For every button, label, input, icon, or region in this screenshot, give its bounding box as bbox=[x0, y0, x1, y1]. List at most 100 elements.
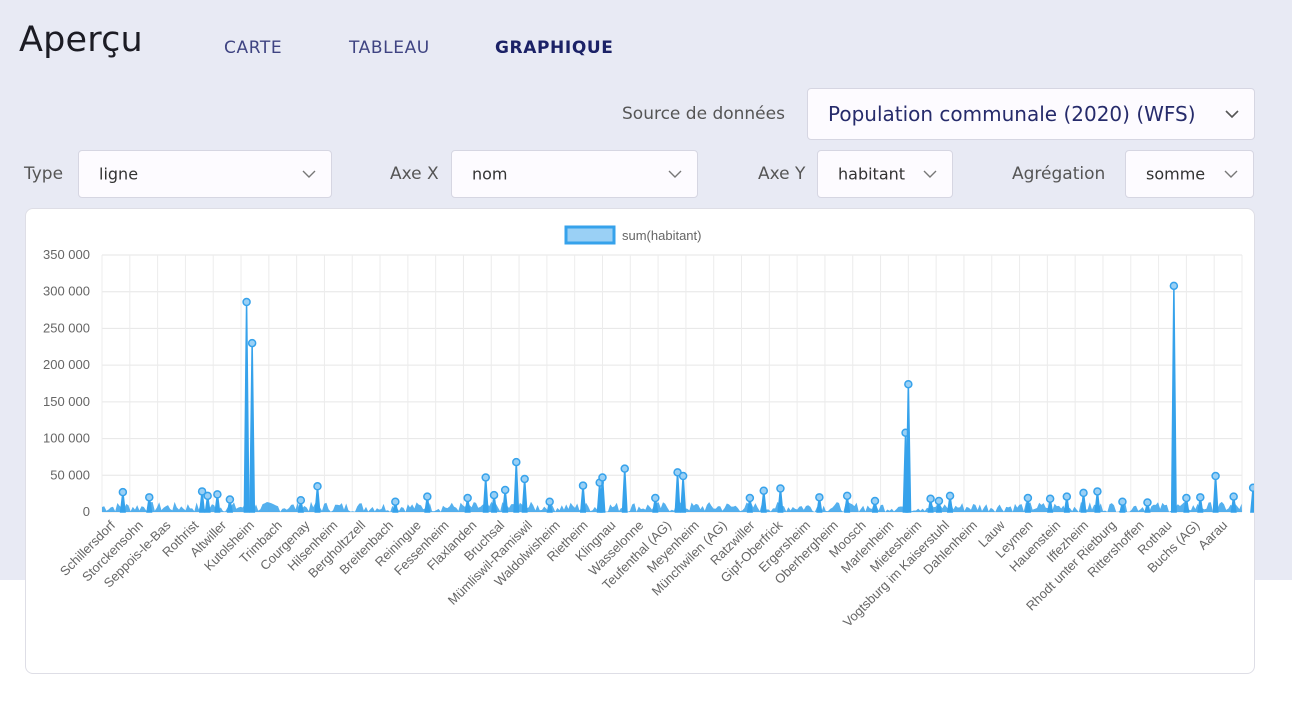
y-axis-select[interactable]: habitant bbox=[817, 150, 953, 198]
data-point[interactable] bbox=[423, 492, 432, 501]
type-select[interactable]: ligne bbox=[78, 150, 332, 198]
data-point[interactable] bbox=[242, 297, 251, 307]
data-point[interactable] bbox=[512, 457, 521, 467]
series-line-segment bbox=[652, 497, 659, 513]
data-point[interactable] bbox=[463, 493, 472, 503]
legend-swatch[interactable] bbox=[564, 225, 616, 245]
series-line-segment bbox=[1094, 491, 1101, 513]
data-point[interactable] bbox=[1093, 487, 1102, 496]
series-line-segment bbox=[1183, 497, 1190, 513]
type-value: ligne bbox=[99, 164, 139, 184]
chart-card: 0 50 000 100 000 150 000 200 000 250 000 300 0… bbox=[25, 208, 1258, 674]
chevron-down-icon bbox=[668, 170, 682, 178]
data-point[interactable] bbox=[1062, 492, 1072, 501]
series-line-segment bbox=[905, 384, 912, 513]
data-point[interactable] bbox=[651, 493, 660, 503]
y-tick-label: 100 000 bbox=[43, 431, 90, 446]
data-point[interactable] bbox=[678, 471, 688, 481]
type-label: Type bbox=[24, 164, 64, 184]
data-point[interactable] bbox=[118, 487, 128, 497]
data-point[interactable] bbox=[870, 496, 880, 506]
series-line-segment bbox=[392, 501, 399, 513]
tab-tableau[interactable]: TABLEAU bbox=[349, 38, 430, 58]
series-line-segment bbox=[777, 488, 784, 513]
data-point[interactable] bbox=[481, 473, 490, 482]
series-line-segment bbox=[464, 497, 471, 513]
aggregation-label: Agrégation bbox=[1012, 164, 1106, 184]
series-line-segment bbox=[146, 497, 153, 513]
data-point[interactable] bbox=[500, 485, 510, 495]
data-point[interactable] bbox=[1045, 494, 1055, 504]
data-point[interactable] bbox=[1196, 493, 1205, 502]
data-point[interactable] bbox=[203, 491, 212, 501]
y-tick-label: 50 000 bbox=[50, 467, 90, 482]
data-point[interactable] bbox=[815, 493, 824, 502]
y-tick-label: 200 000 bbox=[43, 357, 90, 372]
series-line-segment bbox=[1119, 501, 1126, 513]
data-point[interactable] bbox=[1079, 488, 1088, 498]
y-tick-label: 250 000 bbox=[43, 320, 90, 335]
data-point[interactable] bbox=[1169, 281, 1179, 291]
series-line-segment bbox=[1230, 496, 1237, 513]
data-point[interactable] bbox=[842, 491, 852, 501]
data-point[interactable] bbox=[1248, 483, 1258, 493]
tab-carte[interactable]: CARTE bbox=[224, 38, 283, 58]
series-line-segment bbox=[674, 472, 681, 513]
series-line-segment bbox=[935, 500, 943, 513]
series-line-segment bbox=[546, 501, 553, 513]
data-point[interactable] bbox=[225, 495, 235, 504]
tab-graphique[interactable]: GRAPHIQUE bbox=[495, 38, 614, 58]
series-line-segment bbox=[599, 477, 606, 513]
series-line-segment bbox=[1063, 496, 1070, 513]
data-point[interactable] bbox=[945, 491, 955, 501]
source-select[interactable]: Population communale (2020) (WFS) bbox=[807, 88, 1255, 140]
data-point[interactable] bbox=[545, 497, 554, 506]
data-point[interactable] bbox=[598, 473, 607, 482]
data-point[interactable] bbox=[578, 481, 588, 490]
chevron-down-icon bbox=[302, 170, 316, 178]
y-tick-label: 0 bbox=[83, 504, 90, 519]
series-line-segment bbox=[1212, 475, 1219, 513]
data-point[interactable] bbox=[1211, 471, 1220, 481]
series-line-segment bbox=[946, 495, 954, 513]
series-line-segment bbox=[1144, 502, 1151, 513]
data-point[interactable] bbox=[620, 464, 629, 473]
data-point[interactable] bbox=[213, 490, 222, 499]
chevron-down-icon bbox=[1225, 110, 1239, 119]
data-point[interactable] bbox=[759, 486, 769, 495]
series-line-segment bbox=[513, 462, 520, 513]
series-line-segment bbox=[1197, 497, 1204, 513]
data-point[interactable] bbox=[776, 484, 785, 493]
series-line-segment bbox=[760, 490, 767, 513]
series-line-segment bbox=[226, 499, 233, 513]
data-point[interactable] bbox=[197, 487, 207, 496]
data-point[interactable] bbox=[145, 493, 154, 502]
aggregation-value: somme bbox=[1146, 164, 1206, 184]
data-point[interactable] bbox=[745, 493, 755, 503]
data-point[interactable] bbox=[313, 482, 322, 491]
series-line-segment bbox=[249, 343, 256, 513]
data-point[interactable] bbox=[296, 496, 306, 505]
legend-label[interactable]: sum(habitant) bbox=[622, 228, 701, 243]
series-line-segment bbox=[424, 496, 431, 513]
y-axis-label: Axe Y bbox=[758, 164, 806, 184]
x-axis-select[interactable]: nom bbox=[451, 150, 698, 198]
series-line-segment bbox=[1170, 285, 1177, 513]
data-point[interactable] bbox=[247, 338, 257, 348]
data-point[interactable] bbox=[926, 494, 935, 504]
y-tick-label: 300 000 bbox=[43, 284, 90, 299]
aggregation-select[interactable]: somme bbox=[1125, 150, 1254, 198]
series-line-segment bbox=[199, 491, 206, 513]
x-axis-label: Axe X bbox=[390, 164, 439, 184]
data-point[interactable] bbox=[1182, 493, 1191, 503]
data-point[interactable] bbox=[1143, 498, 1152, 507]
series-line-segment bbox=[621, 468, 628, 513]
data-point[interactable] bbox=[520, 474, 529, 484]
data-point[interactable] bbox=[391, 497, 400, 506]
data-point[interactable] bbox=[1118, 497, 1127, 506]
data-point[interactable] bbox=[1023, 493, 1033, 503]
data-point[interactable] bbox=[489, 490, 499, 500]
data-point[interactable] bbox=[934, 496, 944, 506]
data-point[interactable] bbox=[1229, 492, 1238, 501]
data-point[interactable] bbox=[904, 379, 913, 389]
